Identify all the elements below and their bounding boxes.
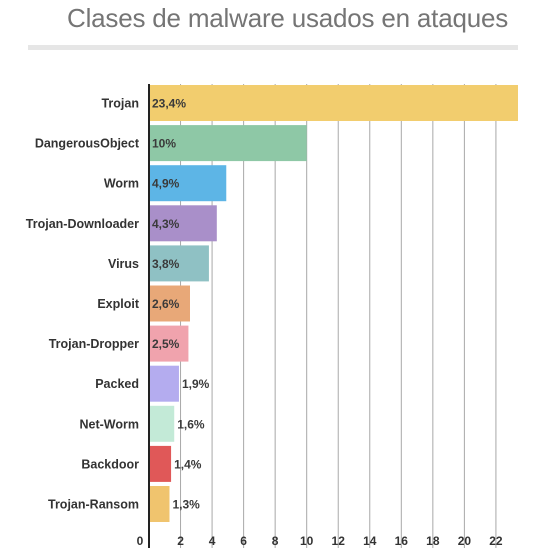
category-label: Trojan-Dropper — [49, 337, 139, 351]
bar-net-worm — [149, 405, 175, 442]
data-label: 1,4% — [174, 457, 202, 471]
x-tick-label: 22 — [489, 534, 503, 548]
x-tick-label: 16 — [395, 534, 409, 548]
category-label: Backdoor — [81, 457, 139, 471]
data-label: 1,9% — [182, 377, 210, 391]
x-tick-label: 18 — [426, 534, 440, 548]
x-tick-label: 12 — [332, 534, 346, 548]
data-labels: 23,4% 10% 4,9% 4,3% 3,8% 2,6% 2,5% 1,9% 1,6% 1,4%… — [152, 97, 210, 512]
bar-virus — [149, 245, 209, 282]
data-label: 2,6% — [152, 297, 180, 311]
data-label: 1,6% — [177, 417, 205, 431]
bar-backdoor — [149, 445, 172, 482]
bar-trojan — [149, 85, 518, 121]
category-label: Trojan — [101, 97, 139, 111]
data-label: 4,9% — [152, 177, 180, 191]
category-label: Trojan-Downloader — [26, 217, 139, 231]
category-label: Exploit — [97, 297, 140, 311]
x-tick-label: 4 — [209, 534, 216, 548]
chart-title: Clases de malware usados en ataques — [67, 3, 509, 33]
data-label: 10% — [152, 137, 176, 151]
bar-dangerousobject — [149, 125, 307, 162]
data-label: 1,3% — [173, 498, 201, 512]
bar-trojan-ransom — [149, 486, 170, 522]
x-tick-label: 20 — [458, 534, 472, 548]
bar-packed — [149, 365, 179, 402]
bar-exploit — [149, 285, 190, 322]
category-label: Packed — [95, 377, 139, 391]
bar-trojan-dropper — [149, 325, 189, 362]
x-tick-label: 10 — [300, 534, 314, 548]
x-tick-label: 8 — [272, 534, 279, 548]
x-axis-ticks: 0 2 4 6 8 10 12 14 16 18 20 22 — [137, 534, 503, 548]
category-label: Virus — [108, 257, 139, 271]
category-label: Worm — [104, 177, 139, 191]
category-label: Net-Worm — [80, 417, 140, 431]
x-tick-label: 6 — [240, 534, 247, 548]
category-labels: Trojan DangerousObject Worm Trojan-Download… — [26, 97, 140, 512]
x-tick-label: 0 — [137, 534, 144, 548]
bars — [149, 85, 518, 522]
grid-lines — [180, 84, 497, 548]
x-tick-label: 14 — [363, 534, 377, 548]
x-tick-label: 2 — [177, 534, 184, 548]
data-label: 4,3% — [152, 217, 180, 231]
bar-trojan-downloader — [149, 205, 217, 242]
data-label: 2,5% — [152, 337, 180, 351]
title-divider — [28, 45, 518, 50]
data-label: 23,4% — [152, 97, 186, 111]
data-label: 3,8% — [152, 257, 180, 271]
category-label: DangerousObject — [35, 137, 140, 151]
bar-worm — [149, 165, 227, 202]
category-label: Trojan-Ransom — [48, 498, 139, 512]
